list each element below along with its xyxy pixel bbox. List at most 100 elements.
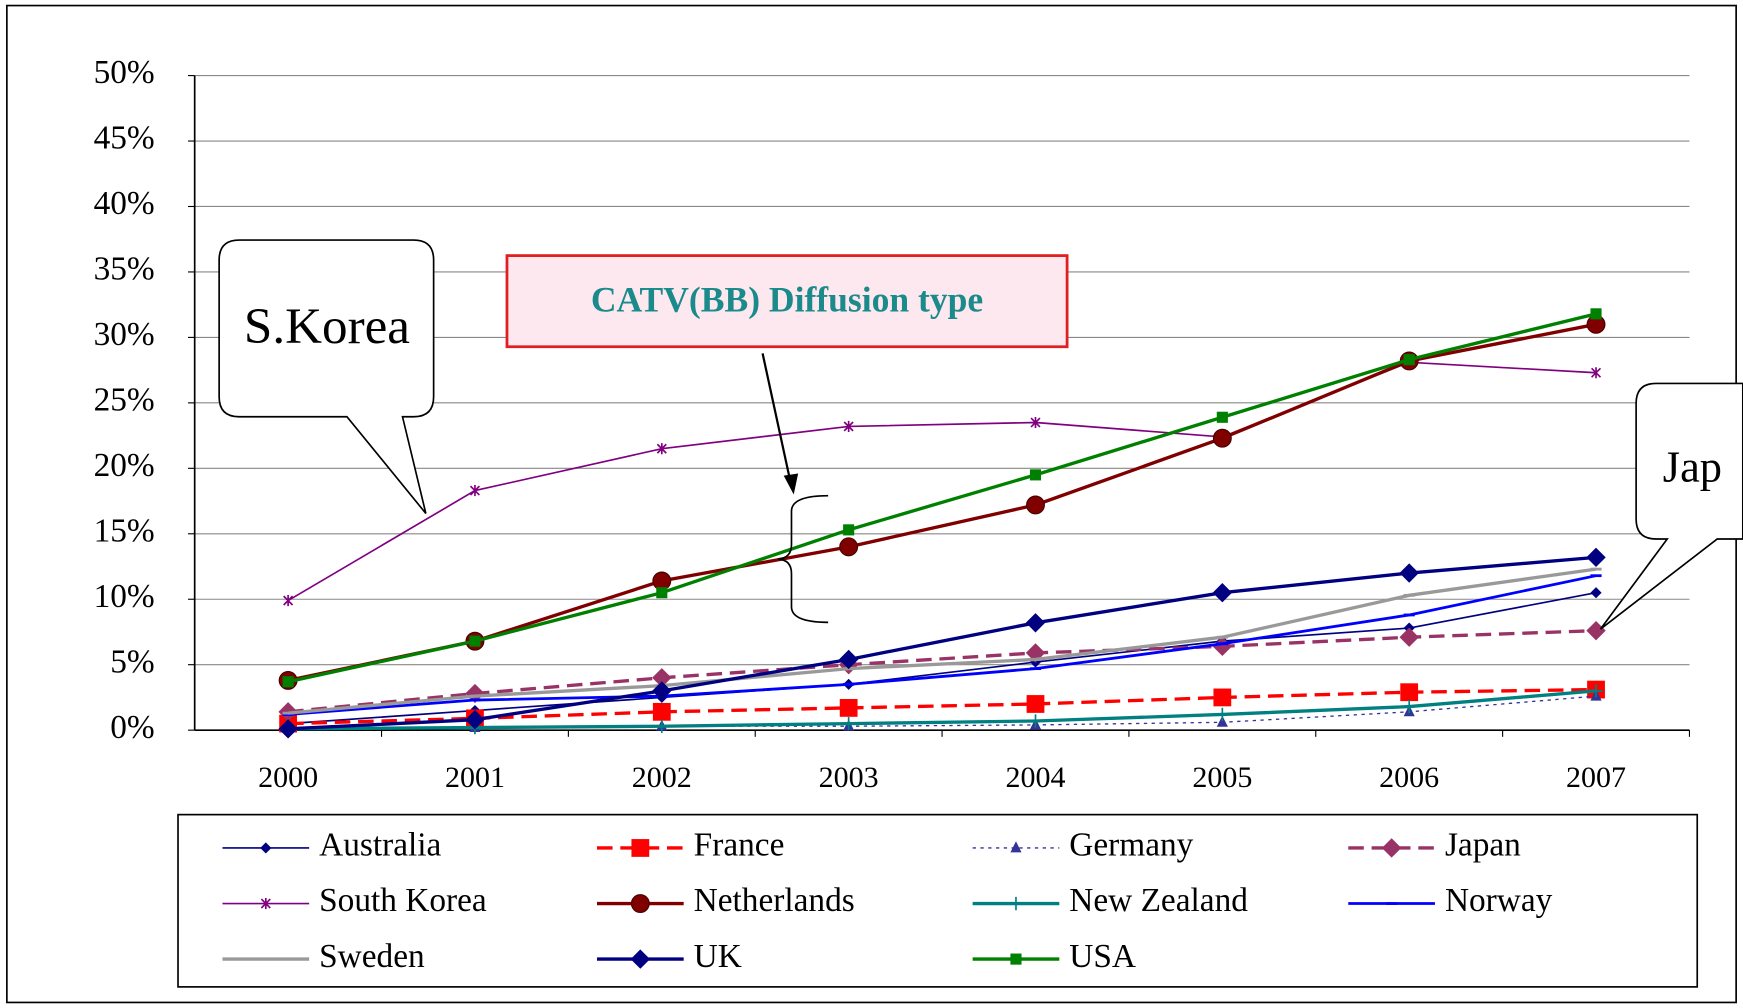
x-tick-label: 2001	[445, 761, 505, 794]
legend-marker	[1010, 841, 1022, 853]
marker	[1586, 547, 1606, 568]
y-tick-label: 10%	[94, 578, 155, 615]
legend-marker	[631, 839, 650, 857]
series-line	[288, 687, 1597, 726]
y-tick-label: 45%	[94, 120, 155, 157]
legend-label: USA	[1069, 938, 1136, 975]
marker	[655, 719, 669, 733]
y-tick-label: 20%	[94, 447, 155, 484]
x-tick-label: 2000	[258, 761, 318, 794]
legend-marker	[630, 949, 651, 969]
marker	[1212, 428, 1232, 448]
legend-marker	[1009, 896, 1023, 911]
series-line	[287, 312, 1597, 684]
legend-label: UK	[694, 938, 742, 975]
arrow	[761, 353, 793, 488]
marker	[1403, 354, 1415, 366]
legend-label: Sweden	[319, 938, 425, 975]
x-tick-label: 2006	[1379, 761, 1439, 794]
marker	[1590, 587, 1602, 599]
annotation: S.Korea	[244, 298, 410, 355]
marker	[1399, 563, 1419, 583]
marker	[1030, 416, 1041, 429]
y-tick-label: 40%	[94, 185, 155, 222]
legend-marker	[1381, 838, 1402, 858]
x-tick-label: 2004	[1005, 761, 1065, 794]
marker	[469, 485, 480, 497]
series-line	[288, 555, 1597, 731]
marker	[841, 716, 856, 731]
annotation: Jap	[1663, 441, 1722, 491]
annotations: S.Korea CATV(BB) Diffusion type Jap Aust…	[177, 239, 1743, 988]
marker	[469, 635, 481, 647]
x-tick-label: 2005	[1192, 761, 1252, 794]
legend	[177, 813, 1699, 988]
marker	[1026, 495, 1045, 515]
legend-label: Germany	[1069, 827, 1193, 864]
y-tick-label: 0%	[110, 709, 154, 746]
legend-marker	[630, 894, 650, 913]
marker	[465, 710, 485, 730]
y-tick-label: 50%	[94, 54, 155, 91]
marker	[282, 676, 294, 688]
marker	[1028, 714, 1043, 728]
marker	[843, 524, 855, 536]
marker	[838, 649, 859, 670]
legend-label: New Zealand	[1069, 882, 1248, 919]
marker	[1400, 683, 1419, 702]
x-tick-label: 2007	[1566, 761, 1626, 794]
marker	[843, 420, 854, 432]
brace	[778, 494, 829, 624]
marker	[656, 443, 667, 455]
marker	[1590, 308, 1602, 320]
marker	[1402, 699, 1416, 714]
marker	[1591, 367, 1602, 379]
y-tick-label: 30%	[94, 316, 155, 353]
legend-label: Netherlands	[694, 882, 855, 919]
series-line	[287, 567, 1597, 715]
legend-marker	[1010, 953, 1022, 965]
series-line	[288, 574, 1597, 716]
legend-marker	[260, 842, 272, 854]
y-tick-label: 15%	[94, 512, 155, 549]
label-box	[505, 254, 1069, 349]
y-tick-label: 5%	[110, 643, 154, 680]
marker	[652, 571, 672, 591]
y-tick-label: 25%	[94, 382, 155, 419]
callout-box	[218, 239, 435, 514]
series-line	[287, 322, 1597, 683]
marker	[283, 594, 294, 607]
marker	[1212, 583, 1233, 603]
marker	[1213, 688, 1232, 707]
marker	[1025, 613, 1046, 633]
x-tick-label: 2002	[632, 761, 692, 794]
y-tick-label: 35%	[94, 251, 155, 288]
series-line	[287, 628, 1597, 714]
callout-box	[1599, 382, 1743, 630]
marker	[1216, 411, 1228, 423]
marker	[839, 537, 859, 557]
annotation: CATV(BB) Diffusion type	[591, 280, 983, 320]
marker	[1399, 627, 1419, 647]
marker	[1026, 695, 1045, 713]
marker	[656, 587, 668, 599]
legend-label: South Korea	[319, 882, 487, 919]
marker	[1029, 469, 1042, 481]
legend-marker	[260, 897, 271, 910]
marker	[1589, 684, 1603, 698]
legend-label: France	[694, 827, 785, 864]
legend-label: Norway	[1445, 882, 1553, 919]
legend-label: Japan	[1445, 827, 1521, 864]
marker	[1216, 715, 1228, 727]
arrow-head	[783, 473, 799, 495]
series-line	[288, 689, 1597, 731]
marker	[1025, 643, 1046, 663]
marker	[278, 719, 298, 739]
marker	[652, 681, 672, 701]
series-line	[288, 591, 1597, 725]
marker	[839, 699, 858, 717]
marker	[1215, 707, 1230, 722]
marker	[652, 702, 671, 721]
x-tick-label: 2003	[819, 761, 879, 794]
